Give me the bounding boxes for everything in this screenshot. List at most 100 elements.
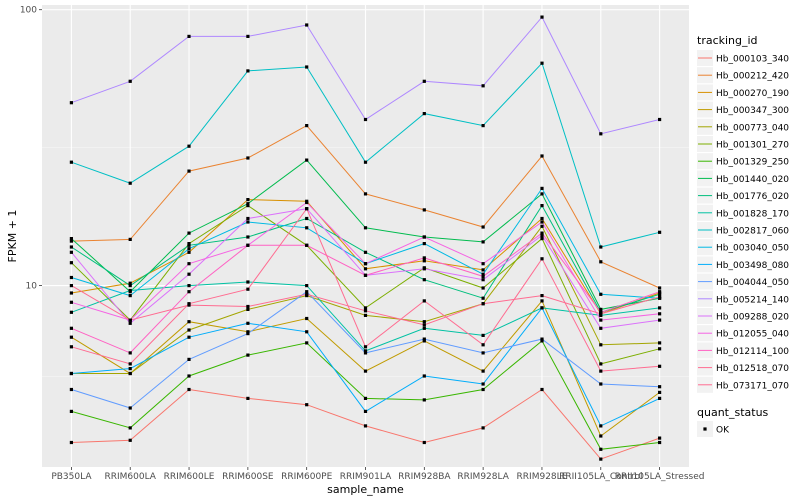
- data-point: [187, 144, 191, 148]
- data-point: [363, 226, 368, 230]
- data-point: [481, 262, 485, 266]
- legend-label: Hb_001440_020: [716, 175, 789, 185]
- data-point: [658, 290, 662, 294]
- data-point: [363, 250, 368, 254]
- data-point: [481, 351, 485, 355]
- data-point: [69, 237, 73, 241]
- data-point: [246, 235, 250, 239]
- data-point: [69, 409, 73, 413]
- data-point: [246, 220, 250, 224]
- data-point: [422, 259, 426, 263]
- data-point: [363, 160, 368, 164]
- legend-label: Hb_003040_050: [716, 244, 789, 254]
- data-point: [363, 396, 368, 400]
- data-point: [187, 290, 191, 294]
- data-point: [422, 299, 426, 303]
- data-point: [658, 341, 662, 345]
- data-point: [246, 243, 250, 247]
- data-point: [69, 275, 73, 280]
- data-point: [481, 343, 485, 347]
- legend-label: Hb_009288_020: [716, 313, 789, 323]
- data-point: [422, 374, 426, 378]
- data-point: [69, 310, 73, 314]
- data-point: [69, 335, 73, 339]
- data-point: [540, 339, 544, 343]
- data-point: [128, 288, 132, 293]
- x-tick-label: RRIM928BA: [398, 472, 451, 482]
- data-point: [363, 306, 368, 310]
- data-point: [540, 294, 544, 298]
- data-point: [481, 225, 485, 229]
- data-point: [246, 304, 250, 309]
- data-point: [128, 181, 132, 185]
- data-point: [128, 426, 132, 430]
- data-point: [599, 245, 603, 249]
- data-point: [422, 440, 426, 445]
- data-point: [363, 309, 368, 313]
- data-point: [599, 434, 603, 438]
- data-point: [69, 345, 73, 349]
- data-point: [305, 200, 309, 205]
- data-point: [305, 158, 309, 162]
- data-point: [540, 306, 544, 310]
- data-point: [246, 396, 250, 400]
- data-point: [540, 257, 544, 261]
- data-point: [481, 426, 485, 430]
- data-point: [363, 351, 368, 355]
- data-point: [128, 371, 132, 376]
- data-point: [305, 330, 309, 334]
- data-point: [422, 79, 426, 83]
- data-point: [599, 362, 603, 366]
- legend-label: Hb_000212_420: [716, 72, 789, 82]
- x-tick-label: RRII105LA_Stressed: [615, 472, 705, 482]
- x-tick-label: RRIM600SE: [222, 472, 274, 482]
- data-point: [187, 272, 191, 276]
- data-point: [540, 224, 544, 228]
- x-tick-label: RRIM928LE: [517, 472, 568, 482]
- legend-label: Hb_003498_080: [716, 261, 789, 271]
- data-point: [658, 440, 662, 445]
- data-point: [540, 186, 544, 190]
- data-point: [422, 323, 426, 327]
- data-point: [246, 204, 250, 208]
- legend-shape-marker: [703, 427, 707, 431]
- data-point: [658, 347, 662, 351]
- data-point: [128, 237, 132, 241]
- x-tick-label: RRIM901LA: [340, 472, 392, 482]
- data-point: [658, 117, 662, 122]
- data-point: [481, 272, 485, 276]
- data-point: [187, 303, 191, 307]
- data-point: [422, 278, 426, 282]
- data-point: [187, 320, 191, 324]
- data-point: [481, 124, 485, 128]
- data-point: [246, 216, 250, 221]
- y-tick-label: 100: [20, 6, 37, 16]
- data-point: [540, 237, 544, 241]
- x-tick-label: RRIM928LA: [457, 472, 509, 482]
- data-point: [69, 239, 73, 243]
- legend-label: Hb_001828_170: [716, 209, 789, 219]
- data-point: [187, 243, 191, 247]
- data-point: [658, 390, 662, 394]
- data-point: [305, 292, 309, 296]
- data-point: [481, 268, 485, 272]
- x-tick-label: RRII105LA_Control: [559, 472, 642, 482]
- data-point: [540, 61, 544, 65]
- data-point: [540, 337, 544, 341]
- data-point: [305, 284, 309, 288]
- data-point: [246, 332, 250, 336]
- data-point: [422, 242, 426, 246]
- data-point: [69, 261, 73, 265]
- data-point: [128, 284, 132, 288]
- data-point: [599, 424, 603, 428]
- data-point: [540, 154, 544, 158]
- data-point: [246, 156, 250, 160]
- data-point: [658, 385, 662, 389]
- data-point: [187, 335, 191, 339]
- data-point: [69, 291, 73, 295]
- data-point: [599, 260, 603, 264]
- x-axis-title: sample_name: [327, 483, 404, 496]
- data-point: [540, 387, 544, 392]
- data-point: [187, 242, 191, 246]
- data-point: [305, 207, 309, 211]
